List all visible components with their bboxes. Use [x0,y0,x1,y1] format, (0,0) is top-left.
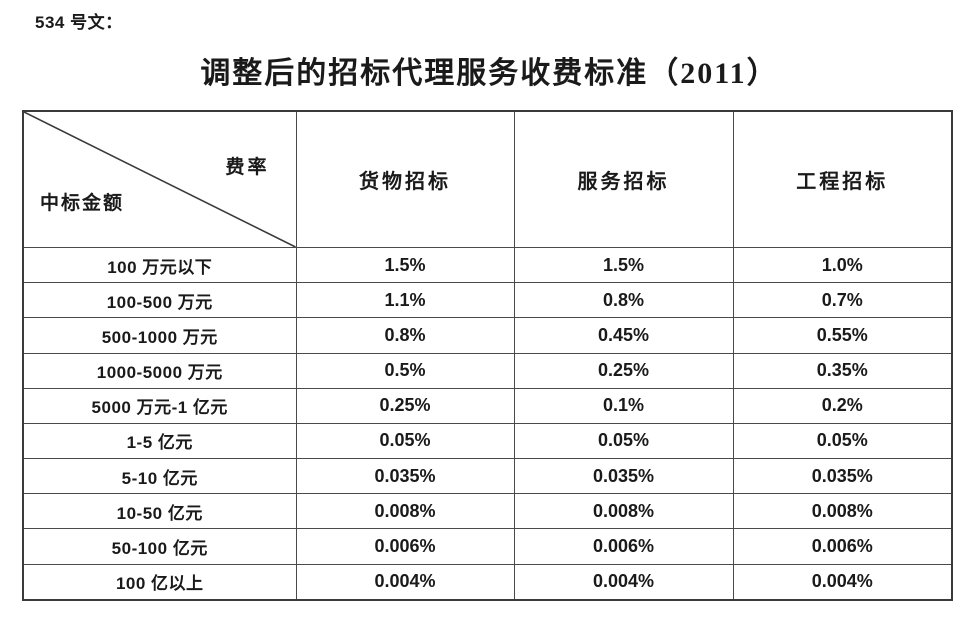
fee-value: 0.05% [732,422,953,460]
fee-value: 0.004% [513,563,734,601]
fee-value: 0.2% [732,387,953,424]
column-header-engineering: 工程招标 [732,110,953,248]
row-label: 5-10 亿元 [22,458,297,495]
row-label: 100-500 万元 [22,282,297,319]
page-title: 调整后的招标代理服务收费标准（2011） [200,57,779,90]
table-row: 5000 万元-1 亿元 0.25% 0.1% 0.2% [22,387,953,424]
fee-value: 0.035% [513,458,734,495]
fee-value: 0.006% [732,528,953,565]
row-label: 50-100 亿元 [22,528,297,565]
column-header-services: 服务招标 [513,110,734,248]
fee-value: 0.05% [513,422,734,460]
row-label: 1-5 亿元 [22,422,297,460]
row-label: 100 亿以上 [22,563,297,601]
table-row: 500-1000 万元 0.8% 0.45% 0.55% [22,317,953,354]
fee-value: 0.008% [295,493,515,530]
fee-value: 0.55% [732,317,953,354]
diagonal-divider-line [24,112,296,247]
fee-value: 0.05% [295,422,515,460]
row-label: 500-1000 万元 [22,317,297,354]
fee-value: 0.035% [732,458,953,495]
fee-value: 0.8% [295,317,515,354]
table-row: 10-50 亿元 0.008% 0.008% 0.008% [22,493,953,530]
table-row: 5-10 亿元 0.035% 0.035% 0.035% [22,458,953,495]
corner-fee-label: 费率 [225,157,270,178]
fee-value: 1.0% [732,246,953,284]
table-row: 100 亿以上 0.004% 0.004% 0.004% [22,563,953,601]
fee-value: 0.006% [513,528,734,565]
table-row: 1000-5000 万元 0.5% 0.25% 0.35% [22,352,953,389]
column-header-goods: 货物招标 [295,110,515,248]
table-row: 1-5 亿元 0.05% 0.05% 0.05% [22,422,953,460]
fee-value: 0.008% [732,493,953,530]
fee-value: 0.35% [732,352,953,389]
row-label: 5000 万元-1 亿元 [22,387,297,424]
fee-value: 0.004% [732,563,953,601]
fee-value: 0.006% [295,528,515,565]
fee-rate-table: 费率 中标金额 货物招标 服务招标 工程招标 100 万元以下 1.5% 1.5… [22,110,953,601]
fee-value: 0.1% [513,387,734,424]
table-row: 50-100 亿元 0.006% 0.006% 0.006% [22,528,953,565]
fee-value: 0.8% [513,282,734,319]
fee-value: 1.5% [295,246,515,284]
fee-value: 0.5% [295,352,515,389]
corner-cell: 费率 中标金额 [22,110,297,248]
fee-value: 1.1% [295,282,515,319]
row-label: 10-50 亿元 [22,493,297,530]
fee-value: 0.035% [295,458,515,495]
fee-value: 1.5% [513,246,734,284]
fee-value: 0.004% [295,563,515,601]
row-label: 1000-5000 万元 [22,352,297,389]
table-row: 100 万元以下 1.5% 1.5% 1.0% [22,246,953,284]
fee-value: 0.45% [513,317,734,354]
fee-value: 0.25% [295,387,515,424]
fee-value: 0.25% [513,352,734,389]
fee-value: 0.008% [513,493,734,530]
table-row: 100-500 万元 1.1% 0.8% 0.7% [22,282,953,319]
row-label: 100 万元以下 [22,246,297,284]
fee-value: 0.7% [732,282,953,319]
doc-ref: 534 号文： [35,13,123,32]
header-row: 费率 中标金额 货物招标 服务招标 工程招标 [22,110,953,248]
corner-amount-label: 中标金额 [40,193,125,214]
